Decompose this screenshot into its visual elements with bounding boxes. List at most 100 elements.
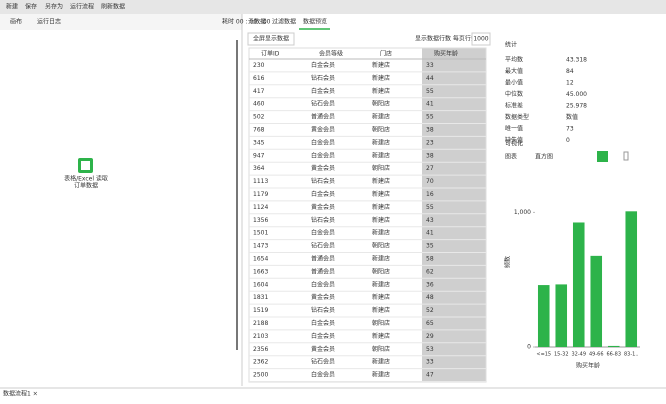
- menu-item[interactable]: 保存: [25, 3, 37, 11]
- stat-label: 数据类型: [505, 113, 529, 121]
- column-header[interactable]: 订单ID: [261, 50, 280, 58]
- cell: 1501: [253, 230, 268, 237]
- right-tab[interactable]: 过滤数据: [272, 18, 296, 26]
- node-label: 订单数据: [74, 182, 98, 190]
- bar[interactable]: [590, 255, 603, 347]
- stat-value: 12: [566, 80, 574, 87]
- right-tab[interactable]: 元数据: [248, 18, 266, 26]
- cell: 朝阳店: [372, 267, 390, 275]
- stat-value: 数值: [566, 113, 578, 121]
- left-tab[interactable]: 运行日志: [37, 18, 61, 26]
- node-icon-inner: [81, 161, 90, 170]
- cell: 新建店: [372, 190, 390, 198]
- bar[interactable]: [572, 222, 585, 347]
- cell: 白金会员: [311, 190, 335, 198]
- cell: 新建店: [372, 254, 390, 262]
- button[interactable]: [247, 32, 295, 46]
- cell: 41: [426, 101, 434, 108]
- cell: 364: [253, 165, 265, 172]
- cell: 黄金会员: [311, 125, 335, 133]
- bar[interactable]: [537, 285, 550, 347]
- cell: 普通会员: [311, 267, 335, 275]
- cell: 白金会员: [311, 280, 335, 288]
- column-header[interactable]: 购买年龄: [434, 50, 458, 58]
- cell: 普通会员: [311, 113, 335, 121]
- cell: 白金会员: [311, 332, 335, 340]
- cell: 768: [253, 126, 265, 133]
- cell: 黄金会员: [311, 164, 335, 172]
- cell: 普通会员: [311, 254, 335, 262]
- cell: 白金会员: [311, 229, 335, 237]
- cell: 1473: [253, 243, 268, 250]
- cell: 新建店: [372, 306, 390, 314]
- menu-item[interactable]: 新建: [6, 3, 18, 11]
- cell: 55: [426, 204, 434, 211]
- cell: 55: [426, 88, 434, 95]
- menu-item[interactable]: 刷新数据: [101, 3, 125, 11]
- cell: 白金会员: [311, 87, 335, 95]
- bar[interactable]: [625, 211, 638, 347]
- bar[interactable]: [607, 345, 620, 347]
- table-toggle[interactable]: [623, 151, 629, 161]
- cell: 朝阳店: [372, 242, 390, 250]
- cell: 1654: [253, 255, 268, 262]
- cell: 钻石会员: [311, 177, 335, 185]
- cell: 黄金会员: [311, 345, 335, 353]
- cell: 58: [426, 255, 434, 262]
- cell: 1124: [253, 204, 268, 211]
- cell: 新建店: [372, 151, 390, 159]
- cell: 白金会员: [311, 61, 335, 69]
- cell: 新建店: [372, 74, 390, 82]
- cell: 新建店: [372, 203, 390, 211]
- cell: 41: [426, 230, 434, 237]
- stat-value: 0: [566, 137, 570, 144]
- bar-chart-toggle[interactable]: [597, 151, 608, 162]
- stat-label: 中位数: [505, 90, 523, 98]
- stat-label: 最大值: [505, 67, 523, 75]
- cell: 新建店: [372, 358, 390, 366]
- x-tick-label: <=15: [536, 352, 551, 358]
- cell: 33: [426, 62, 434, 69]
- stat-label: 平均数: [505, 56, 523, 64]
- cell: 1663: [253, 268, 268, 275]
- column-header[interactable]: 会员等级: [319, 50, 343, 58]
- cell: 新建店: [372, 138, 390, 146]
- cell: 新建店: [372, 229, 390, 237]
- cell: 朝阳店: [372, 319, 390, 327]
- menu-item[interactable]: 运行流程: [70, 3, 94, 11]
- right-tab[interactable]: 数据预览: [303, 18, 327, 26]
- cell: 钻石会员: [311, 242, 335, 250]
- rows-input[interactable]: [471, 32, 491, 46]
- cell: 33: [426, 359, 434, 366]
- column-header[interactable]: 门店: [380, 50, 392, 58]
- scrollbar: [236, 40, 238, 350]
- stat-value: 84: [566, 68, 574, 75]
- cell: 502: [253, 114, 265, 121]
- status-tab[interactable]: 数据流程1 ×: [3, 390, 38, 398]
- left-tab[interactable]: 画布: [10, 18, 22, 26]
- rows-value[interactable]: 1000: [473, 36, 488, 43]
- cell: 38: [426, 126, 434, 133]
- y-tick-label: 1,000: [514, 209, 531, 216]
- cell: 新建店: [372, 332, 390, 340]
- menu-item[interactable]: 另存为: [45, 3, 63, 11]
- cell: 新建店: [372, 293, 390, 301]
- y-axis-title: 频数: [504, 256, 512, 268]
- x-tick-label: 15-32: [554, 352, 569, 358]
- cell: 新建店: [372, 87, 390, 95]
- cell: 36: [426, 281, 434, 288]
- stats-title: 统计: [505, 41, 517, 49]
- bar[interactable]: [555, 284, 568, 347]
- cell: 黄金会员: [311, 203, 335, 211]
- cell: 29: [426, 333, 434, 340]
- cell: 1831: [253, 294, 268, 301]
- cell: 朝阳店: [372, 164, 390, 172]
- button-text[interactable]: 全屏显示数据: [253, 35, 289, 43]
- cell: 27: [426, 165, 434, 172]
- cell: 70: [426, 178, 434, 185]
- cell: 48: [426, 294, 434, 301]
- node-type: 表格/Excel 读取: [64, 175, 108, 183]
- cell: 460: [253, 101, 265, 108]
- cell: 35: [426, 243, 434, 250]
